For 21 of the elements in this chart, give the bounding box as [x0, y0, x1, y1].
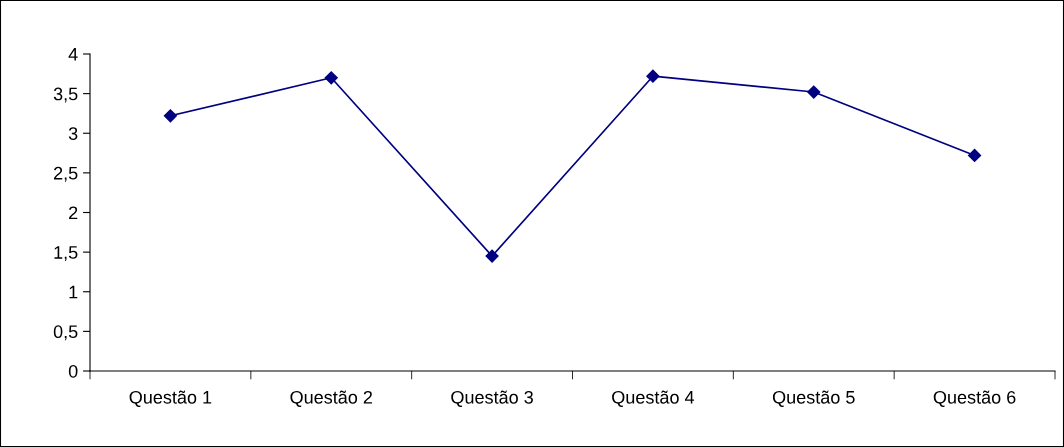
x-tick-label: Questão 6 — [933, 390, 1016, 407]
y-tick-label: 1,5 — [54, 246, 78, 261]
y-tick-label: 2,5 — [54, 166, 78, 182]
x-tick-label: Questão 1 — [129, 390, 212, 407]
y-tick-label: 3 — [68, 127, 78, 140]
point — [967, 148, 982, 163]
point — [646, 69, 660, 83]
y-tick-label: 0,5 — [53, 325, 78, 341]
y-tick-label: 1 — [69, 285, 78, 299]
point — [807, 85, 821, 99]
point — [163, 109, 178, 123]
point — [485, 249, 499, 263]
x-tick-label: Questão 3 — [451, 390, 533, 407]
x-tick-label: Questão 4 — [612, 390, 695, 407]
y-tick-label: 2 — [69, 206, 78, 220]
y-tick-label: 0 — [68, 364, 78, 378]
point — [324, 71, 338, 85]
x-tick-label: Questão 5 — [772, 390, 855, 407]
x-tick-label: Questão 2 — [290, 390, 372, 407]
y-tick-label: 3,5 — [53, 87, 78, 103]
y-tick-label: 4 — [68, 48, 78, 61]
